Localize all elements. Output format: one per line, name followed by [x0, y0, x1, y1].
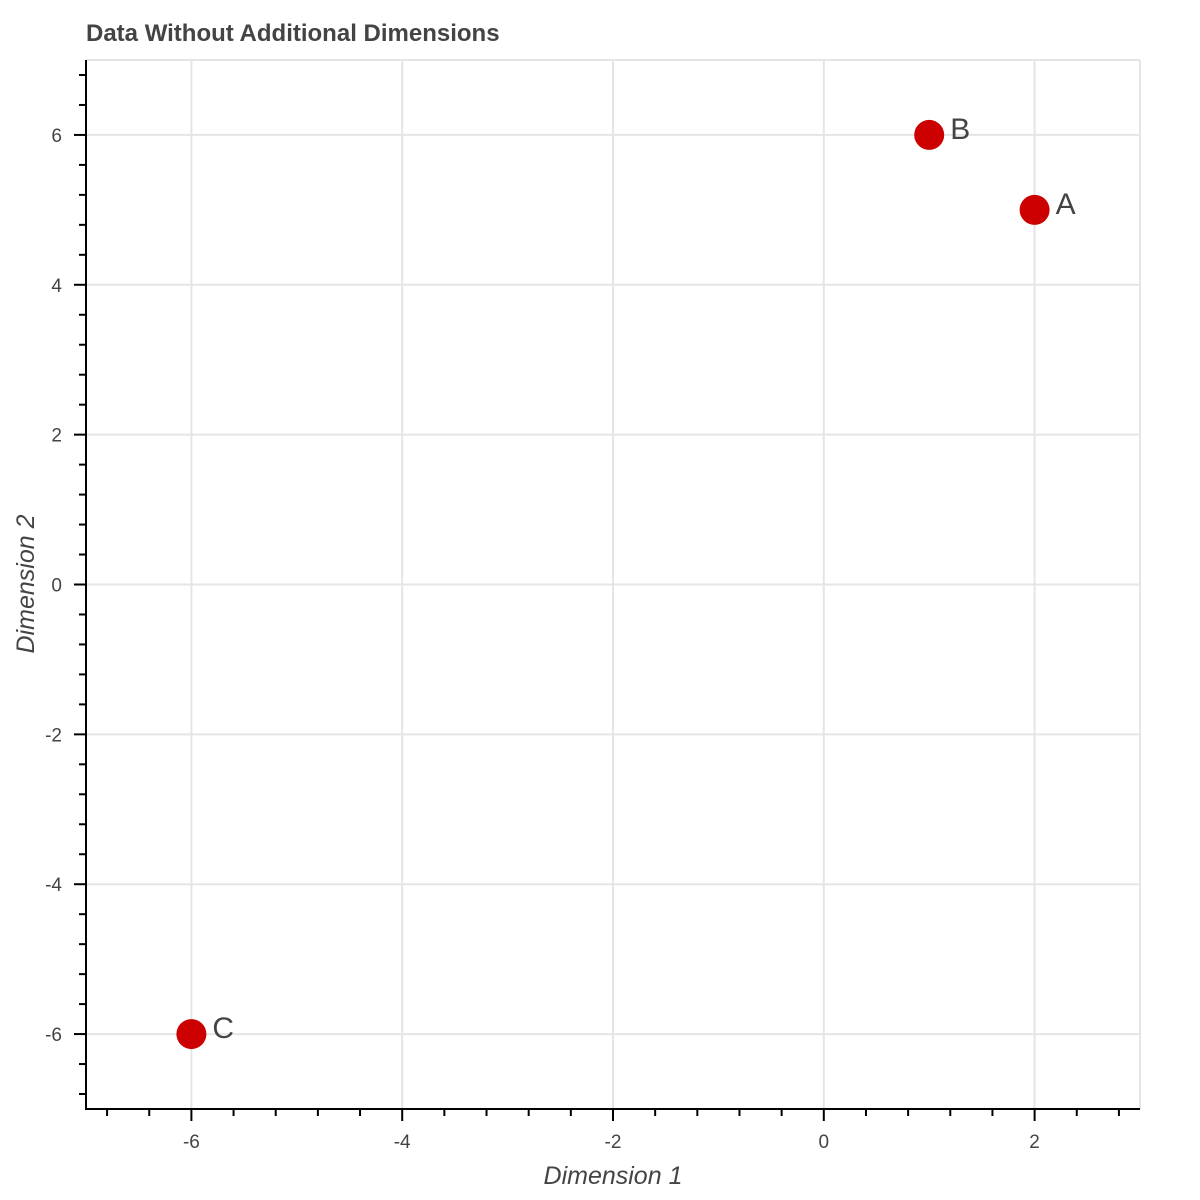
x-axis-label: Dimension 1: [544, 1162, 683, 1190]
y-tick-label: 4: [51, 276, 62, 297]
data-label-b: B: [950, 113, 970, 146]
x-tick-label: 0: [819, 1132, 830, 1153]
data-point-c: [176, 1019, 207, 1050]
grid: [86, 59, 1141, 1109]
x-tick-label: -2: [605, 1132, 622, 1153]
data-label-a: A: [1056, 188, 1076, 221]
y-tick-label: 0: [51, 576, 62, 597]
x-tick-label: -6: [183, 1132, 200, 1153]
x-tick-label: -4: [394, 1132, 411, 1153]
x-tick-label: 2: [1029, 1132, 1040, 1153]
data-label-c: C: [212, 1012, 234, 1045]
data-point-b: [914, 119, 945, 150]
chart-title: Data Without Additional Dimensions: [86, 20, 500, 47]
y-tick-label: -4: [45, 875, 62, 896]
data-point-a: [1019, 194, 1050, 225]
y-tick-label: -6: [45, 1025, 62, 1046]
y-axis-label: Dimension 2: [12, 514, 40, 653]
y-tick-label: 6: [51, 126, 62, 147]
data-points: A B C: [176, 113, 1076, 1050]
y-tick-label: -2: [45, 725, 62, 746]
y-tick-label: 2: [51, 426, 62, 447]
ticks: -6 -4 -2 0 2 -6 -4 -2 0 2 4 6: [45, 73, 1120, 1153]
